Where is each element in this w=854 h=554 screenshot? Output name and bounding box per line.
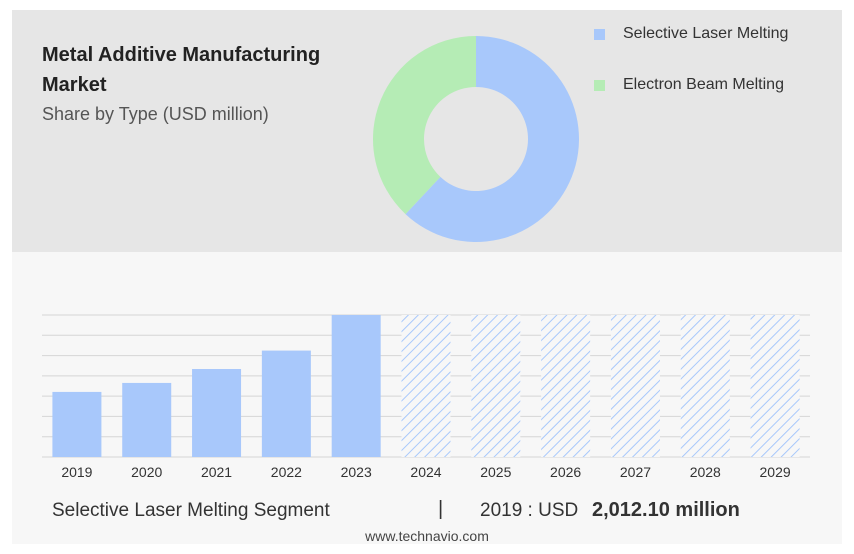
donut-chart — [373, 36, 579, 243]
x-tick-label-2026: 2026 — [550, 464, 581, 480]
footer-separator: | — [438, 498, 444, 520]
legend-swatch-electron-beam-melting — [594, 79, 605, 91]
legend-label-selective-laser-melting: Selective Laser Melting — [623, 25, 789, 42]
footer-segment-label: Selective Laser Melting Segment — [52, 500, 330, 521]
bar-2020 — [122, 382, 172, 457]
x-tick-label-2024: 2024 — [410, 464, 441, 480]
legend-label-electron-beam-melting: Electron Beam Melting — [623, 76, 784, 93]
footer-year-label: 2019 : USD — [480, 500, 579, 521]
footer-value: 2,012.10 million — [592, 499, 740, 521]
bar-2028-forecast — [680, 315, 730, 457]
donut-slice-electron-beam-melting — [373, 36, 476, 215]
x-tick-label-2022: 2022 — [271, 464, 302, 480]
legend-item-selective-laser-melting: Selective Laser Melting — [594, 23, 788, 45]
x-tick-label-2028: 2028 — [690, 464, 721, 480]
bar-2022 — [261, 350, 311, 457]
x-tick-label-2021: 2021 — [201, 464, 232, 480]
x-tick-label-2029: 2029 — [760, 464, 791, 480]
bar-2027-forecast — [610, 315, 660, 457]
legend-swatch-selective-laser-melting — [594, 28, 605, 40]
x-tick-label-2019: 2019 — [61, 464, 92, 480]
bar-2023 — [331, 315, 381, 457]
bar-2024-forecast — [401, 315, 451, 457]
x-tick-label-2025: 2025 — [480, 464, 511, 480]
chart-title: Metal Additive Manufacturing Market — [42, 44, 321, 96]
bar-2026-forecast — [541, 315, 591, 457]
x-tick-label-2020: 2020 — [131, 464, 162, 480]
donut-slice-selective-laser-melting — [405, 36, 579, 243]
x-tick-label-2027: 2027 — [620, 464, 651, 480]
bar-2019 — [52, 391, 102, 457]
bar-2025-forecast — [471, 315, 521, 457]
source-link[interactable]: www.technavio.com — [365, 528, 489, 544]
chart-subtitle: Share by Type (USD million) — [42, 104, 269, 124]
bar-2021 — [192, 369, 242, 457]
legend-item-electron-beam-melting: Electron Beam Melting — [594, 74, 784, 96]
x-tick-label-2023: 2023 — [341, 464, 372, 480]
bar-2029-forecast — [750, 315, 800, 457]
